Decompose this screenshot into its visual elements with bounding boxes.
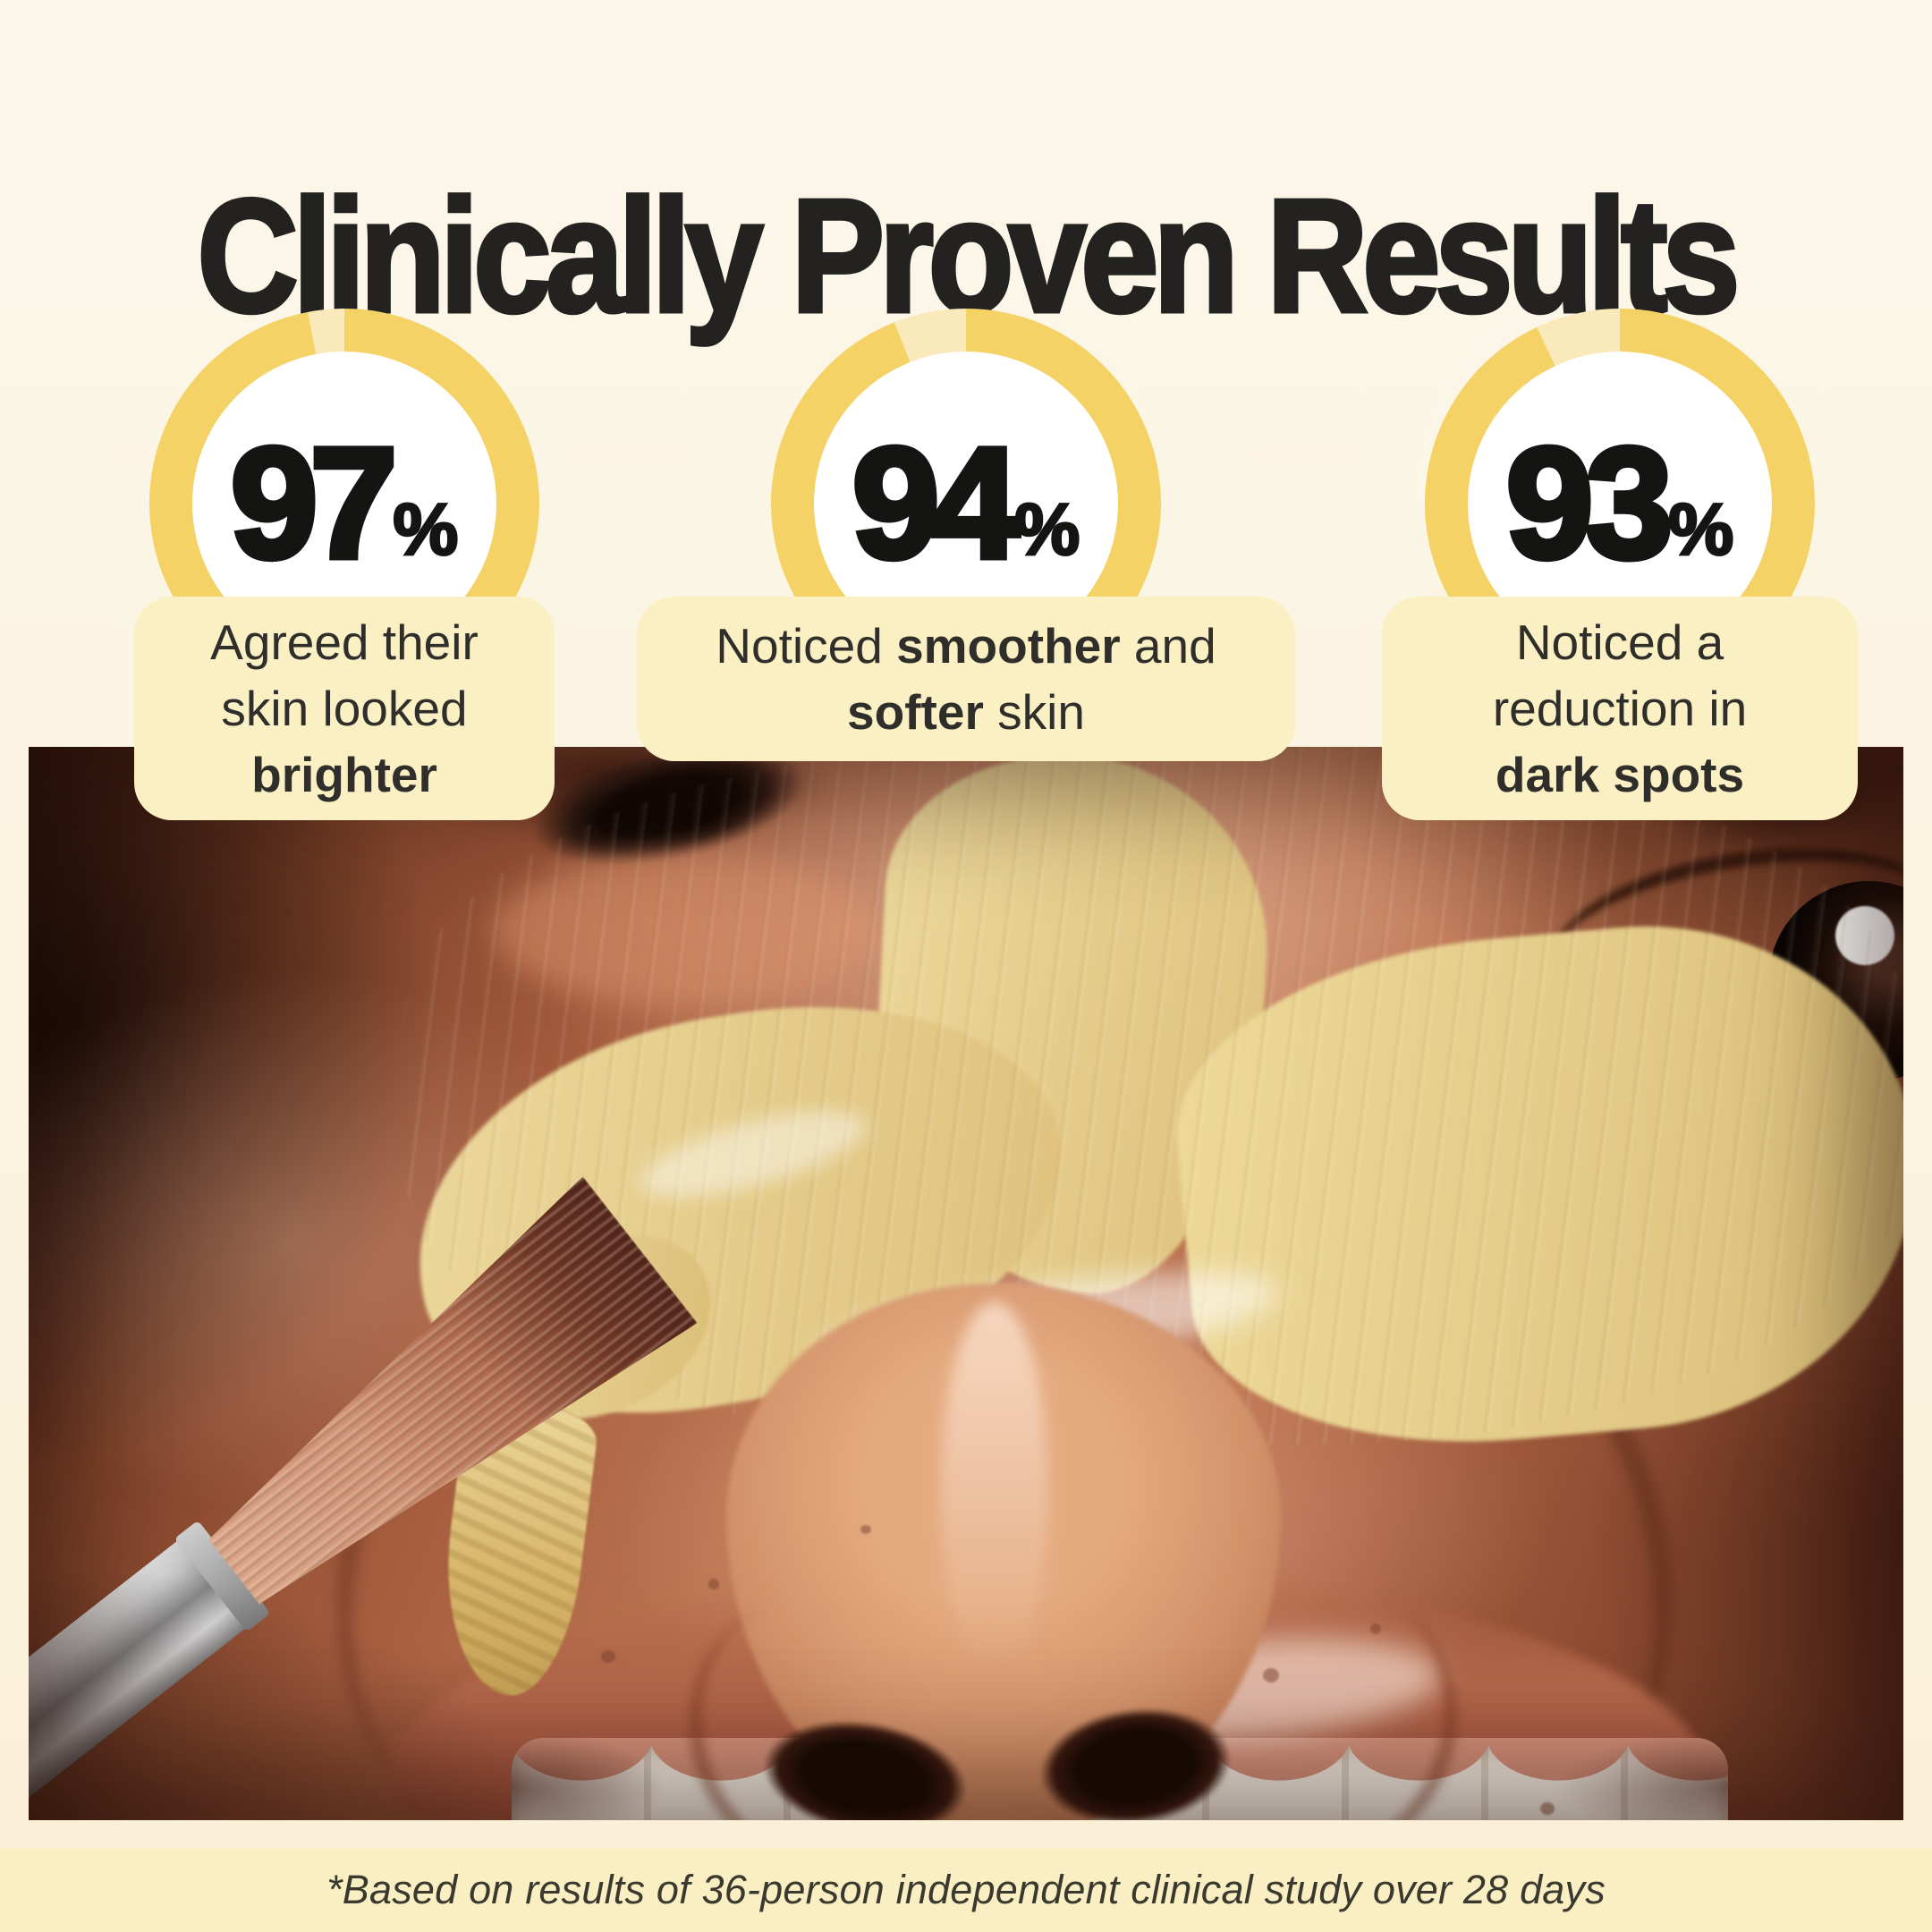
percent-sign: % [392, 488, 460, 572]
stat-percentage: 94 % [771, 309, 1161, 699]
stat-description-card: Noticed a reduction in dark spots [1382, 597, 1858, 820]
photo-vignette [29, 747, 1903, 1820]
stat-value: 94 [849, 413, 1022, 595]
stat-description-card: Agreed their skin looked brighter [134, 597, 555, 820]
stat-value: 97 [227, 413, 401, 595]
stat-percentage: 93 % [1425, 309, 1815, 699]
percent-sign: % [1667, 488, 1735, 572]
stat-description-card: Noticed smoother and softer skin [637, 597, 1295, 761]
percent-sign: % [1013, 488, 1081, 572]
disclaimer-text: *Based on results of 36-person independe… [326, 1867, 1606, 1912]
face-mask-photo [29, 747, 1903, 1820]
disclaimer-strip: *Based on results of 36-person independe… [0, 1848, 1932, 1932]
stat-value: 93 [1503, 413, 1676, 595]
stat-percentage: 97 % [149, 309, 539, 699]
